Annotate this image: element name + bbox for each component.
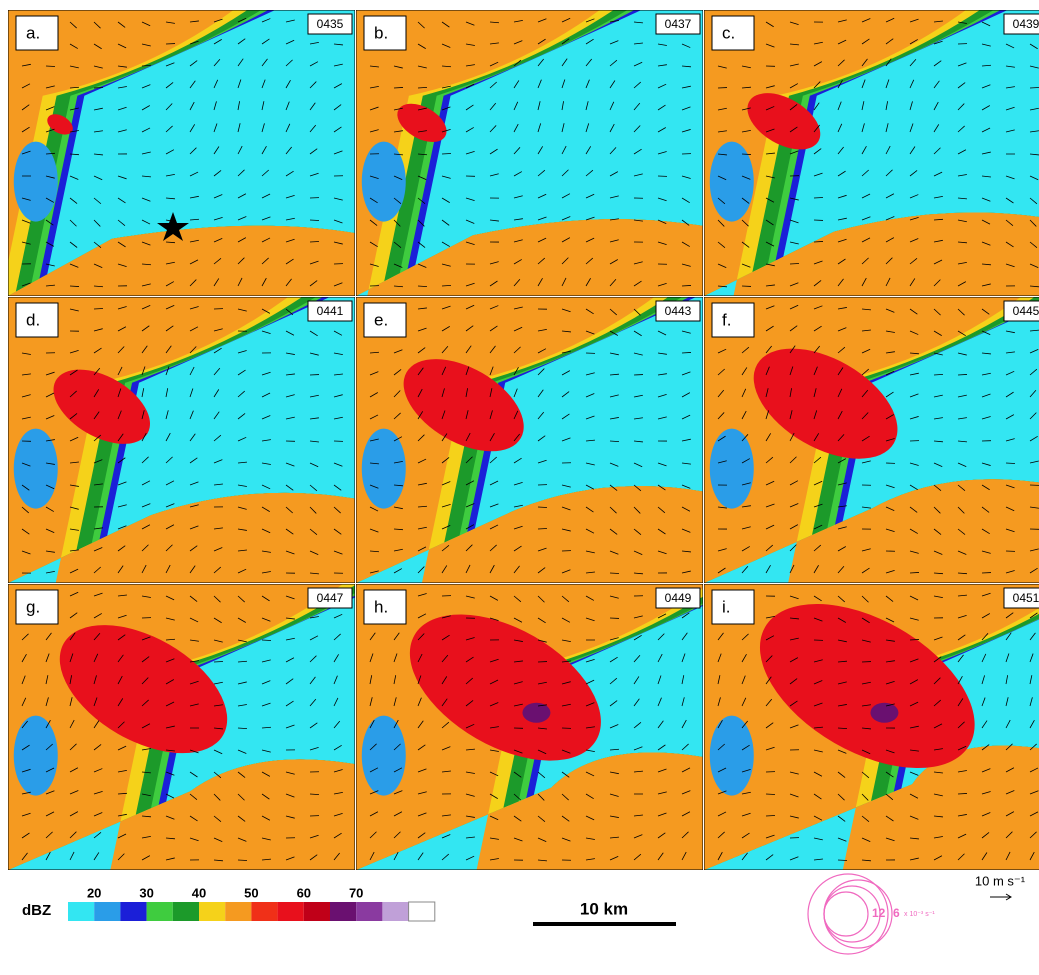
panel: d. 0441 <box>8 297 355 583</box>
colorbar-tick-label: 50 <box>244 885 258 900</box>
wind-vector <box>46 66 55 67</box>
panel-label: h. <box>374 597 388 616</box>
wind-vector <box>910 572 919 573</box>
panel-label-box <box>712 303 754 337</box>
colorbar-box <box>94 902 120 921</box>
panel-label: c. <box>722 23 735 42</box>
wind-vector <box>682 285 691 286</box>
scale-bar-label: 10 km <box>580 899 628 918</box>
panel-label: i. <box>722 597 731 616</box>
wind-reference-label: 10 m s⁻¹ <box>975 873 1026 888</box>
reflectivity-blob <box>710 716 754 796</box>
panel: h. 0449 <box>356 584 751 870</box>
panel: i. 0451 <box>704 570 1039 870</box>
panel: f. 0445 <box>704 297 1039 583</box>
colorbar-box <box>304 902 330 921</box>
panel: a. 0435 <box>1 10 355 296</box>
colorbar-box <box>199 902 225 921</box>
colorbar-tick-label: 70 <box>349 885 363 900</box>
reflectivity-blob <box>710 142 754 222</box>
panel-time: 0439 <box>1013 17 1039 31</box>
panel-label: b. <box>374 23 388 42</box>
panel: b. 0437 <box>356 10 703 296</box>
panel-label-box <box>712 590 754 624</box>
colorbar-box <box>409 902 435 921</box>
colorbar-box <box>120 902 146 921</box>
panel-label: a. <box>26 23 40 42</box>
panel-time: 0437 <box>665 17 692 31</box>
panel-time: 0447 <box>317 591 344 605</box>
wind-vector <box>394 87 403 88</box>
reflectivity-blob <box>362 142 406 222</box>
panel-time: 0451 <box>1013 591 1039 605</box>
colorbar-box <box>147 902 173 921</box>
reflectivity-blob <box>362 716 406 796</box>
panel-label: g. <box>26 597 40 616</box>
wind-vector <box>1006 463 1015 464</box>
panel: c. 0439 <box>704 10 1039 296</box>
colorbar-box <box>173 902 199 921</box>
figure: a. 0435 b. 0437 c. 0439 d. 0441 e. 0443 f. 0445 g. 04… <box>0 0 1039 970</box>
panel-label: e. <box>374 310 388 329</box>
reflectivity-blob <box>14 429 58 509</box>
panel-label: f. <box>722 310 731 329</box>
panel-time: 0445 <box>1013 304 1039 318</box>
panel: g. 0447 <box>8 584 384 870</box>
vorticity-label: 6 <box>893 906 900 920</box>
panel-label: d. <box>26 310 40 329</box>
reflectivity-max <box>870 703 898 723</box>
reflectivity-blob <box>710 429 754 509</box>
wind-vector <box>958 374 967 375</box>
panel-time: 0441 <box>317 304 344 318</box>
colorbar-label: dBZ <box>22 902 51 919</box>
vorticity-label: 12 <box>872 906 886 920</box>
colorbar-box <box>251 902 277 921</box>
colorbar-box <box>225 902 251 921</box>
wind-vector <box>814 241 823 242</box>
reflectivity-blob <box>362 429 406 509</box>
colorbar-tick-label: 60 <box>297 885 311 900</box>
colorbar-box <box>330 902 356 921</box>
wind-vector <box>238 860 247 861</box>
colorbar-box <box>278 902 304 921</box>
panel: e. 0443 <box>356 297 703 583</box>
reflectivity-blob <box>14 716 58 796</box>
colorbar-box <box>68 902 94 921</box>
colorbar-box <box>382 902 408 921</box>
panel-time: 0435 <box>317 17 344 31</box>
panel-time: 0449 <box>665 591 692 605</box>
reflectivity-max <box>522 703 550 723</box>
wind-vector <box>70 286 79 287</box>
colorbar-tick-label: 40 <box>192 885 206 900</box>
colorbar-tick-label: 30 <box>139 885 153 900</box>
colorbar-tick-label: 20 <box>87 885 101 900</box>
vorticity-unit: x 10⁻³ s⁻¹ <box>904 911 935 918</box>
panel-time: 0443 <box>665 304 692 318</box>
colorbar-box <box>356 902 382 921</box>
